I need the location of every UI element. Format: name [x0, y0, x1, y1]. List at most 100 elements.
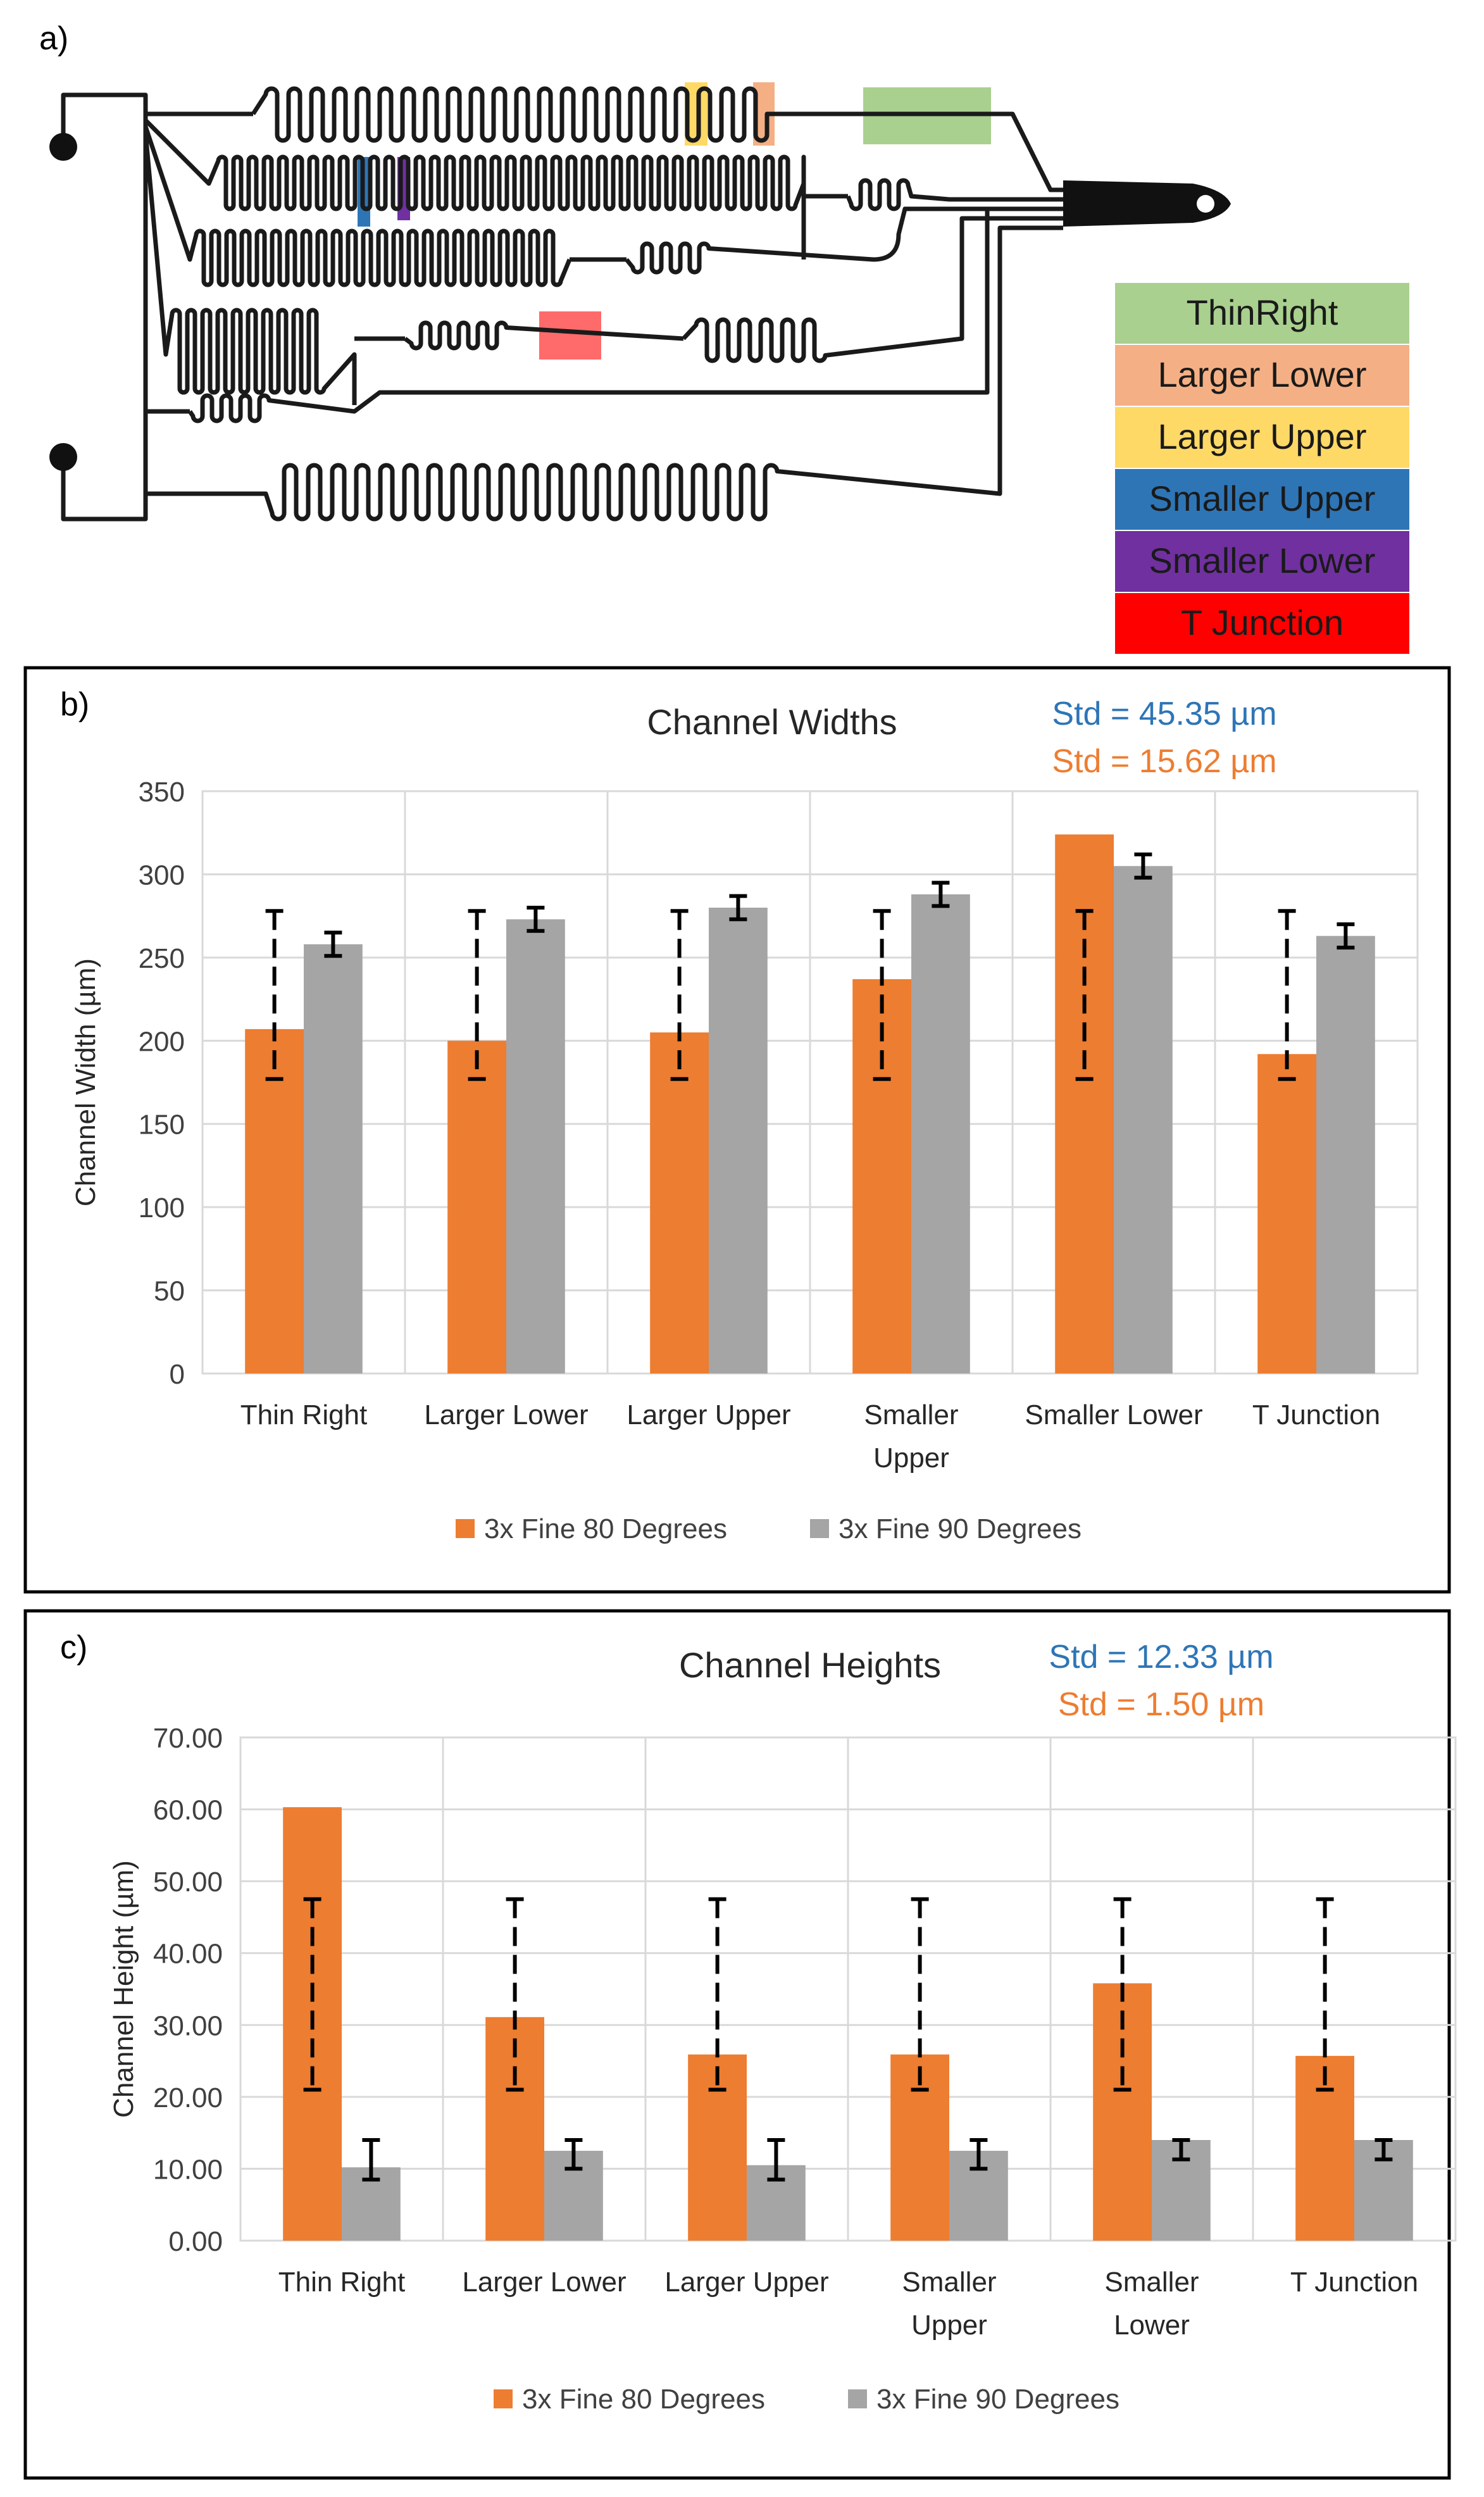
bar — [447, 1041, 506, 1374]
bar — [1257, 1054, 1316, 1374]
inlet-port-top — [49, 133, 77, 161]
x-tick-label: Larger Upper — [664, 2267, 828, 2298]
y-tick-label: 200 — [139, 1026, 185, 1057]
region-legend-swatch — [1115, 345, 1409, 406]
x-tick-label: Thin Right — [278, 2267, 406, 2298]
bar — [506, 919, 565, 1374]
y-tick-label: 300 — [139, 860, 185, 891]
serpentine-row-6 — [146, 225, 1063, 522]
highlight-t-junction — [539, 311, 601, 360]
bar — [1316, 936, 1375, 1374]
x-tick-label: Smaller Lower — [1025, 1399, 1202, 1430]
region-legend-label: Larger Lower — [1158, 354, 1367, 394]
x-tick-label: Lower — [1114, 2310, 1190, 2341]
x-tick-label: Larger Lower — [424, 1399, 588, 1430]
bar — [245, 1029, 304, 1374]
outlet-connector — [1063, 180, 1231, 227]
legend-swatch — [848, 2389, 867, 2408]
x-tick-label: Smaller — [1104, 2267, 1199, 2298]
y-tick-label: 50.00 — [153, 1867, 223, 1898]
std-annotation: Std = 15.62 µm — [1052, 743, 1276, 780]
row-3-outlet — [625, 206, 1063, 275]
serpentine-row-1 — [251, 86, 823, 143]
bar — [1114, 866, 1173, 1374]
legend-label: 3x Fine 80 Degrees — [522, 2384, 765, 2415]
serpentine-row-5 — [188, 209, 990, 423]
chart-legend: 3x Fine 80 Degrees 3x Fine 90 Degrees — [456, 1513, 1082, 1544]
x-tick-label: Smaller — [864, 1399, 958, 1430]
inlet-frame — [61, 92, 148, 522]
y-tick-label: 250 — [139, 943, 185, 974]
x-tick-label: T Junction — [1252, 1399, 1380, 1430]
chart-0: b) Channel Widths Std = 45.35 µm Std = 15.6… — [23, 666, 1451, 1594]
std-annotation: Std = 12.33 µm — [1049, 1639, 1273, 1675]
y-tick-label: 0 — [170, 1359, 185, 1390]
inlet-port-bottom — [49, 443, 77, 471]
region-legend: ThinRight Larger Lower Larger Upper Smaller… — [1115, 283, 1409, 654]
x-tick-label: Larger Upper — [627, 1399, 790, 1430]
chart-title: Channel Widths — [647, 702, 897, 742]
region-legend-label: Smaller Upper — [1149, 479, 1376, 518]
y-tick-label: 70.00 — [153, 1723, 223, 1754]
row-4-t-channel — [403, 320, 684, 351]
serpentine-row-3 — [143, 125, 572, 287]
chart-frame — [23, 1609, 1451, 2480]
y-tick-label: 40.00 — [153, 1939, 223, 1970]
row-2-outlet — [845, 178, 1063, 211]
region-legend-label: Smaller Lower — [1149, 541, 1376, 580]
y-tick-label: 100 — [139, 1192, 185, 1223]
bar — [890, 2054, 949, 2241]
x-tick-label: Upper — [911, 2310, 987, 2341]
legend-label: 3x Fine 90 Degrees — [839, 1513, 1082, 1544]
std-annotation: Std = 45.35 µm — [1052, 696, 1276, 732]
region-legend-label: T Junction — [1181, 603, 1344, 642]
chart-1: c) Channel Heights Std = 12.33 µm Std = 1.5… — [23, 1609, 1457, 2480]
region-legend-label: Larger Upper — [1158, 416, 1367, 456]
region-legend-label: ThinRight — [1187, 292, 1338, 332]
legend-swatch — [456, 1519, 475, 1538]
row-4-outlet — [682, 216, 1063, 363]
chart-title: Channel Heights — [679, 1645, 941, 1685]
y-tick-label: 30.00 — [153, 2010, 223, 2041]
bar — [709, 908, 768, 1374]
panel-label: b) — [60, 686, 89, 723]
bar — [1295, 2056, 1354, 2241]
channel-network — [61, 86, 1063, 522]
y-axis-label: Channel Height (µm) — [108, 1860, 139, 2118]
y-tick-label: 60.00 — [153, 1795, 223, 1826]
panel-label: c) — [60, 1629, 87, 1666]
y-tick-label: 0.00 — [168, 2226, 223, 2257]
y-axis-label: Channel Width (µm) — [70, 958, 101, 1206]
chip-schematic-panel: a) ThinRight Larger Lower Larger Upper Smal… — [39, 20, 1409, 654]
bar — [650, 1032, 709, 1374]
y-tick-label: 50 — [154, 1276, 185, 1307]
x-tick-label: Smaller — [902, 2267, 996, 2298]
row-1-outlet — [823, 111, 1063, 192]
region-legend-swatch — [1115, 469, 1409, 530]
serpentine-row-4 — [143, 132, 357, 405]
y-tick-label: 10.00 — [153, 2154, 223, 2185]
x-tick-label: Thin Right — [240, 1399, 368, 1430]
bar — [911, 894, 970, 1374]
legend-label: 3x Fine 90 Degrees — [876, 2384, 1119, 2415]
legend-swatch — [810, 1519, 829, 1538]
y-tick-label: 350 — [139, 777, 185, 808]
serpentine-row-2 — [144, 118, 806, 260]
x-tick-label: Upper — [873, 1443, 949, 1474]
region-legend-swatch — [1115, 593, 1409, 654]
panel-a-label: a) — [39, 20, 68, 57]
x-tick-label: T Junction — [1290, 2267, 1418, 2298]
chart-legend: 3x Fine 80 Degrees 3x Fine 90 Degrees — [494, 2384, 1119, 2415]
bar — [688, 2054, 747, 2241]
legend-label: 3x Fine 80 Degrees — [484, 1513, 727, 1544]
region-legend-swatch — [1115, 407, 1409, 468]
std-annotation: Std = 1.50 µm — [1058, 1686, 1264, 1723]
region-legend-swatch — [1115, 531, 1409, 592]
bar — [304, 944, 363, 1374]
y-tick-label: 150 — [139, 1110, 185, 1141]
y-tick-label: 20.00 — [153, 2082, 223, 2113]
bar — [852, 979, 911, 1374]
x-tick-label: Larger Lower — [462, 2267, 626, 2298]
region-legend-swatch — [1115, 283, 1409, 344]
